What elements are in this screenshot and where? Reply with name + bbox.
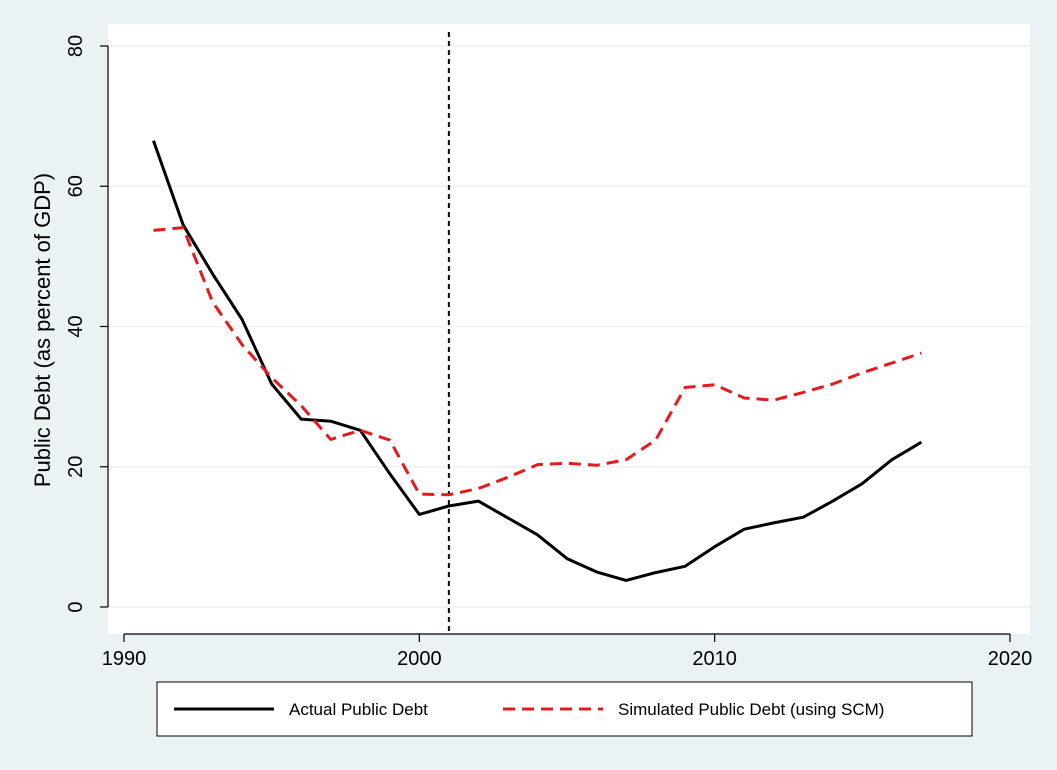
legend: Actual Public Debt Simulated Public Debt… (156, 681, 973, 737)
y-tick-label-40: 40 (65, 315, 87, 337)
axes: 0 20 40 60 80 1990 2000 2010 2020 (65, 35, 1032, 670)
series-lines (152, 140, 923, 582)
legend-label-actual: Actual Public Debt (289, 700, 428, 719)
y-tick-label-80: 80 (65, 35, 87, 57)
x-tick-label-2020: 2020 (988, 648, 1033, 670)
y-tick-label-60: 60 (65, 175, 87, 197)
x-tick-label-1990: 1990 (102, 648, 147, 670)
y-axis-title: Public Debt (as percent of GDP) (30, 173, 55, 487)
series-line-actual (152, 140, 923, 582)
series-line-simulated (153, 226, 922, 497)
grid-lines (108, 45, 1030, 608)
plot-area (108, 24, 1030, 634)
y-tick-label-20: 20 (65, 456, 87, 478)
x-tick-label-2000: 2000 (397, 648, 442, 670)
y-tick-label-0: 0 (65, 601, 87, 612)
legend-label-simulated: Simulated Public Debt (using SCM) (618, 700, 884, 719)
x-tick-label-2010: 2010 (692, 648, 737, 670)
